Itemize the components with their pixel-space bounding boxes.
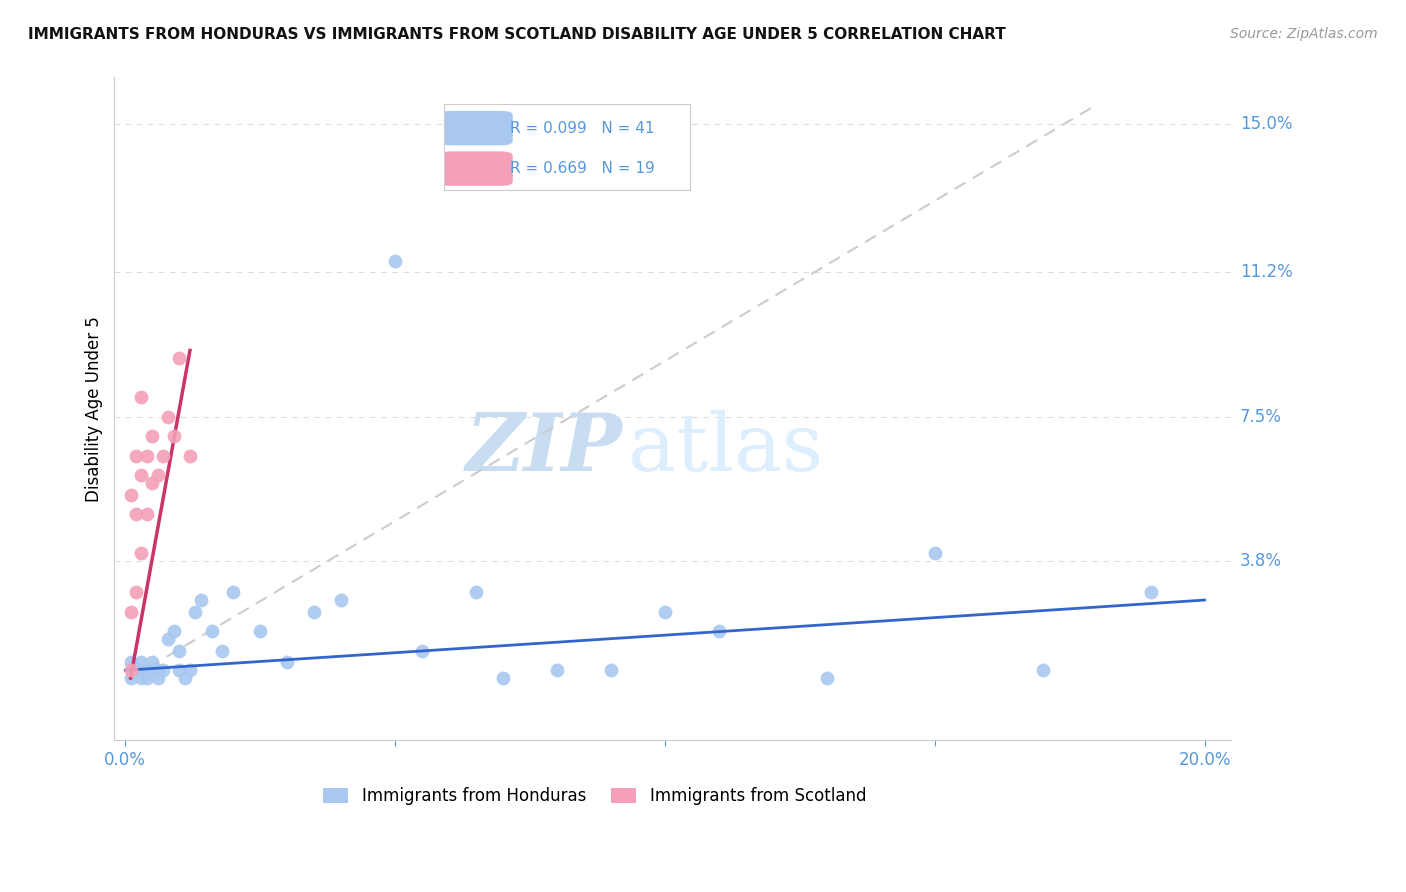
Point <box>131 390 153 404</box>
Point <box>492 671 515 685</box>
Point <box>173 671 195 685</box>
Point <box>163 624 186 639</box>
Point <box>141 429 163 443</box>
Y-axis label: Disability Age Under 5: Disability Age Under 5 <box>86 316 103 502</box>
Point <box>179 663 201 677</box>
Text: 11.2%: 11.2% <box>1240 263 1292 282</box>
Point <box>167 351 190 366</box>
Point <box>184 605 207 619</box>
Point <box>157 409 180 424</box>
Point <box>163 429 186 443</box>
Point <box>135 663 157 677</box>
Point <box>131 468 153 483</box>
Text: IMMIGRANTS FROM HONDURAS VS IMMIGRANTS FROM SCOTLAND DISABILITY AGE UNDER 5 CORR: IMMIGRANTS FROM HONDURAS VS IMMIGRANTS F… <box>28 27 1005 42</box>
Point <box>200 624 222 639</box>
Point <box>125 663 148 677</box>
Point <box>654 605 676 619</box>
Point <box>411 644 433 658</box>
Point <box>135 671 157 685</box>
Point <box>211 644 233 658</box>
Point <box>465 585 488 599</box>
Point <box>1032 663 1054 677</box>
Point <box>167 644 190 658</box>
Point <box>141 663 163 677</box>
Point <box>152 449 174 463</box>
Point <box>120 663 142 677</box>
Point <box>146 468 169 483</box>
Point <box>135 449 157 463</box>
Point <box>120 488 142 502</box>
Point <box>222 585 245 599</box>
Point <box>120 671 142 685</box>
Point <box>131 671 153 685</box>
Text: 7.5%: 7.5% <box>1240 408 1282 425</box>
Text: Source: ZipAtlas.com: Source: ZipAtlas.com <box>1230 27 1378 41</box>
Point <box>384 253 406 268</box>
Point <box>924 546 946 560</box>
Point <box>125 663 148 677</box>
Text: ZIP: ZIP <box>465 410 623 488</box>
Point <box>131 663 153 677</box>
Point <box>330 593 353 607</box>
Text: atlas: atlas <box>628 409 824 488</box>
Point <box>131 546 153 560</box>
Legend: Immigrants from Honduras, Immigrants from Scotland: Immigrants from Honduras, Immigrants fro… <box>316 780 873 812</box>
Point <box>179 449 201 463</box>
Point <box>125 508 148 522</box>
Point <box>141 656 163 670</box>
Point <box>302 605 325 619</box>
Text: 3.8%: 3.8% <box>1240 552 1282 570</box>
Point <box>190 593 212 607</box>
Point <box>276 656 298 670</box>
Point <box>152 663 174 677</box>
Point <box>167 663 190 677</box>
Point <box>131 656 153 670</box>
Point <box>135 508 157 522</box>
Text: 15.0%: 15.0% <box>1240 115 1292 133</box>
Point <box>157 632 180 646</box>
Point <box>599 663 621 677</box>
Point <box>1139 585 1161 599</box>
Point <box>125 585 148 599</box>
Point <box>120 656 142 670</box>
Point <box>120 605 142 619</box>
Point <box>815 671 838 685</box>
Point <box>249 624 271 639</box>
Point <box>141 476 163 491</box>
Point <box>146 663 169 677</box>
Point <box>707 624 730 639</box>
Point <box>146 671 169 685</box>
Point <box>125 449 148 463</box>
Point <box>546 663 568 677</box>
